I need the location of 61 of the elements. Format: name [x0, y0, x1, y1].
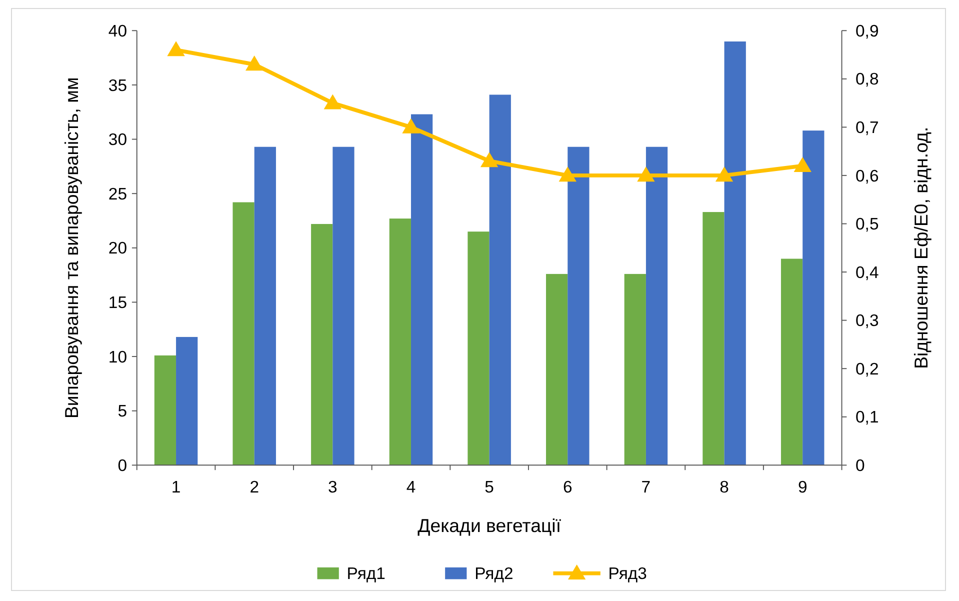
point [480, 152, 498, 168]
y2-tick-label: 0,3 [856, 311, 879, 330]
bar [389, 218, 411, 466]
point [167, 41, 185, 56]
y2-tick-label: 0,8 [856, 70, 879, 89]
y-tick-label: 10 [108, 347, 128, 366]
y-tick-label: 25 [108, 184, 128, 204]
y2-tick-label: 0,4 [856, 262, 879, 282]
y-tick-label: 30 [108, 130, 128, 150]
y-tick-label: 35 [108, 76, 128, 95]
y-tick-label: 0 [118, 456, 128, 476]
legend-label: Ряд3 [608, 564, 647, 584]
y2-tick-label: 0,7 [856, 118, 879, 138]
x-tick-label: 8 [720, 478, 729, 497]
y2-tick-label: 0,9 [856, 21, 879, 40]
point [558, 166, 576, 182]
x-tick-label: 2 [250, 478, 259, 497]
point [715, 166, 734, 182]
legend-label: Ряд2 [474, 564, 514, 584]
y2-tick-label: 0,6 [856, 166, 879, 186]
x-tick-label: 5 [484, 478, 494, 497]
x-tick-label: 3 [328, 478, 338, 497]
point [324, 94, 342, 110]
bar [702, 212, 724, 466]
bar [624, 274, 646, 466]
bar [780, 258, 803, 466]
point [402, 118, 420, 134]
x-tick-label: 1 [171, 478, 181, 497]
y-tick-label: 20 [108, 238, 128, 258]
x-tick-label: 7 [641, 478, 651, 497]
y2-tick-label: 0,5 [856, 214, 879, 234]
x-tick-label: 6 [562, 478, 572, 497]
bar [254, 146, 276, 466]
point [794, 156, 812, 172]
bar [332, 146, 354, 466]
point [637, 166, 655, 182]
bar [176, 336, 198, 466]
y-tick-label: 5 [118, 402, 128, 421]
bar [802, 130, 824, 466]
bar [410, 114, 433, 466]
bar [154, 355, 176, 466]
legend-label: Ряд1 [346, 564, 386, 584]
bar [489, 94, 511, 466]
point [245, 56, 264, 71]
y-axis-title: Випаровування та випаровуваність, мм [60, 77, 82, 419]
y2-tick-label: 0,2 [856, 359, 879, 378]
x-tick-label: 4 [406, 478, 416, 497]
bar [568, 146, 590, 466]
x-axis-title: Декади вегетації [418, 515, 562, 536]
y-tick-label: 15 [108, 293, 128, 312]
bar [468, 232, 490, 466]
y2-tick-label: 0 [856, 456, 865, 476]
bar [311, 224, 333, 466]
y2-axis-title: Відношення Еф/Е0, відн.од. [910, 126, 932, 369]
y-tick-label: 40 [108, 21, 128, 40]
bar [724, 41, 746, 466]
bar [232, 202, 254, 466]
x-tick-label: 9 [798, 478, 808, 497]
bar [546, 274, 568, 466]
bar [646, 146, 668, 466]
y2-tick-label: 0,1 [856, 408, 879, 427]
